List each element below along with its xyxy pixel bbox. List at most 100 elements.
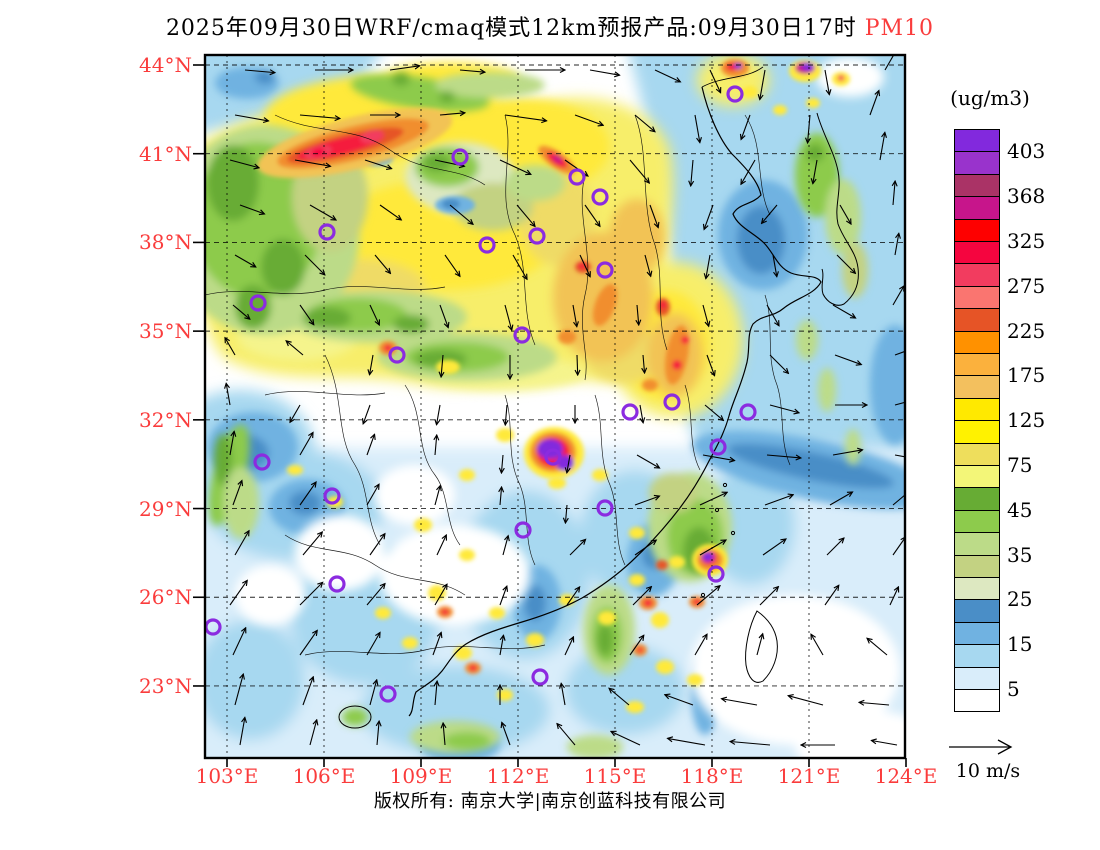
legend-tick-value: 368 xyxy=(1007,184,1046,209)
wind-arrow xyxy=(294,159,330,166)
legend-tick-value: 325 xyxy=(1007,229,1046,253)
lat-label: 32°N xyxy=(139,407,192,432)
wind-arrow xyxy=(894,454,905,458)
wind-arrow xyxy=(584,204,600,226)
wind-arrow xyxy=(766,304,779,326)
legend-tick-value: 175 xyxy=(1007,363,1046,388)
wind-arrow xyxy=(369,534,385,556)
city-marker xyxy=(709,438,727,456)
legend-tick-value: 25 xyxy=(1007,587,1033,612)
wind-arrow xyxy=(226,383,231,406)
wind-arrow xyxy=(439,304,448,328)
legend-color-box xyxy=(954,621,1000,646)
title-species: PM10 xyxy=(864,16,935,41)
wind-arrow xyxy=(449,204,473,224)
wind-arrow xyxy=(629,635,644,656)
wind-arrow xyxy=(668,738,706,746)
wind-arrow xyxy=(239,717,245,746)
wind-arrow xyxy=(229,159,259,168)
wind-arrow xyxy=(730,742,771,746)
wind-arrow xyxy=(309,204,336,220)
wind-arrow xyxy=(286,341,304,356)
legend-color-box xyxy=(954,487,1000,511)
legend-tick-value: 275 xyxy=(1007,273,1046,298)
wind-arrow xyxy=(894,233,899,256)
lat-label: 26°N xyxy=(139,585,192,610)
lat-label: 23°N xyxy=(139,673,192,698)
concentration-field xyxy=(205,55,905,758)
wind-arrow xyxy=(611,731,641,746)
forecast-map xyxy=(193,53,907,767)
wind-arrow xyxy=(232,628,246,656)
wind-arrow xyxy=(229,580,247,606)
legend-color-box xyxy=(954,689,1000,713)
wind-arrow xyxy=(869,91,879,116)
title-main: 2025年09月30日WRF/cmaq模式12km预报产品:09月30日17时 xyxy=(165,16,857,41)
legend-color-box xyxy=(954,151,1000,175)
wind-arrow xyxy=(694,114,700,143)
wind-arrow xyxy=(432,632,441,656)
lon-label: 106°E xyxy=(292,764,356,788)
city-marker xyxy=(591,188,609,206)
wind-arrow xyxy=(871,740,898,746)
wind-arrow xyxy=(302,532,322,556)
wind-arrow xyxy=(234,531,249,556)
legend-color-box xyxy=(954,241,1000,265)
city-marker xyxy=(596,499,614,517)
wind-arrow xyxy=(811,634,824,656)
city-marker xyxy=(513,326,531,344)
wind-arrow xyxy=(769,404,799,413)
legend-color-box xyxy=(954,129,1000,153)
wind-arrow xyxy=(741,114,751,139)
legend-color-box xyxy=(954,285,1000,310)
wind-arrow xyxy=(232,481,242,506)
wind-arrow xyxy=(808,114,810,143)
wind-arrow xyxy=(654,69,680,82)
wind-reference-arrow xyxy=(949,739,1013,755)
wind-arrow xyxy=(435,435,437,456)
wind-arrow xyxy=(637,304,639,325)
legend-color-box xyxy=(954,532,1000,556)
wind-arrow xyxy=(894,401,905,406)
legend-color-box xyxy=(954,465,1000,489)
legend-tick-value: 403 xyxy=(1007,139,1046,164)
wind-arrow xyxy=(299,630,317,656)
wind-arrow xyxy=(561,683,566,706)
wind-arrow xyxy=(302,677,313,706)
wind-arrow xyxy=(709,69,721,93)
city-marker xyxy=(707,565,725,583)
legend-color-box xyxy=(954,420,1000,444)
lon-label: 121°E xyxy=(777,764,841,788)
legend-color-box xyxy=(954,196,1000,220)
wind-arrow xyxy=(225,338,236,356)
wind-arrow xyxy=(234,114,268,121)
legend-color-box xyxy=(954,599,1000,623)
legend-color-box xyxy=(954,509,1000,534)
city-marker xyxy=(451,148,469,166)
wind-arrow xyxy=(696,586,720,606)
wind-arrow xyxy=(609,688,630,706)
wind-arrow xyxy=(505,404,507,425)
wind-arrow xyxy=(759,587,778,606)
wind-arrow xyxy=(893,181,895,206)
wind-arrow xyxy=(377,721,379,746)
wind-arrow xyxy=(369,304,379,325)
wind-arrow xyxy=(444,254,460,276)
wind-arrow xyxy=(502,722,511,746)
wind-arrow xyxy=(704,404,723,420)
legend-tick-value: 125 xyxy=(1007,408,1046,433)
wind-arrow xyxy=(299,582,323,606)
wind-arrow xyxy=(826,538,844,556)
legend-color-box xyxy=(954,330,1000,354)
lon-label: 103°E xyxy=(195,764,259,788)
legend-color-box xyxy=(954,263,1000,287)
page-title: 2025年09月30日WRF/cmaq模式12km预报产品:09月30日17时 … xyxy=(0,10,1100,42)
wind-arrow xyxy=(499,159,531,174)
city-marker xyxy=(528,227,546,245)
wind-arrow xyxy=(502,536,508,556)
wind-arrow xyxy=(370,354,374,375)
legend-color-box xyxy=(954,554,1000,578)
lon-label: 124°E xyxy=(874,764,938,788)
wind-arrow xyxy=(762,204,778,223)
wind-arrow xyxy=(634,114,655,132)
